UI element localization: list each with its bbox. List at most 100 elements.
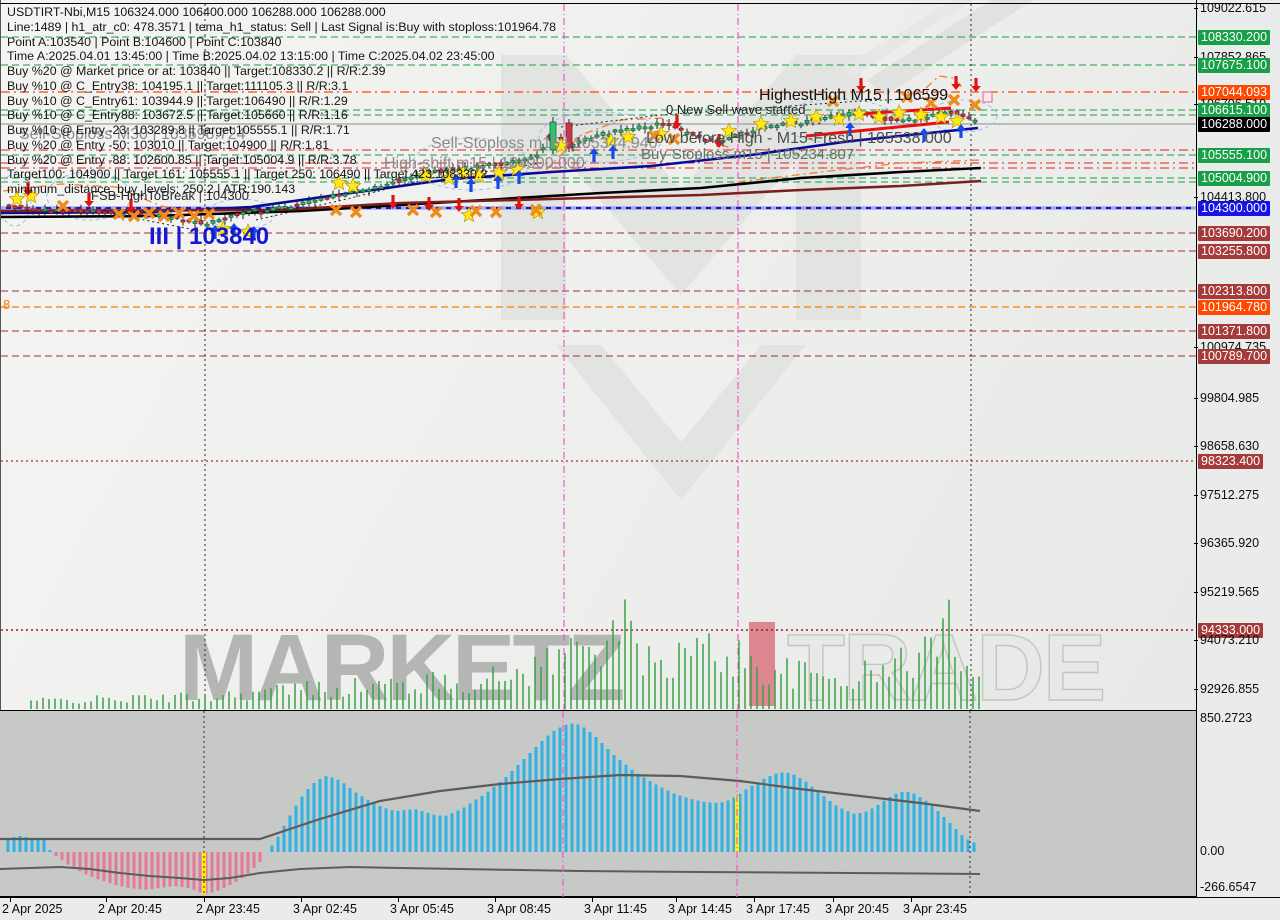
time-axis-tickmark xyxy=(592,898,593,902)
buy-arrow-icon xyxy=(919,128,929,142)
time-axis-label: 2 Apr 2025 xyxy=(2,902,63,916)
star-signal-icon xyxy=(720,122,738,139)
time-axis-label: 3 Apr 17:45 xyxy=(746,902,810,916)
time-axis-label: 3 Apr 05:45 xyxy=(390,902,454,916)
price-axis-level-label: 108330.200 xyxy=(1198,30,1271,45)
oscillator-panel[interactable]: Elliot oscillator ( 5,34 ) 15.3971 247.3… xyxy=(0,710,1196,897)
buy-arrow-icon xyxy=(589,148,599,162)
price-axis-tick: 99804.985 xyxy=(1193,391,1260,405)
price-axis-level-label: 105555.100 xyxy=(1198,148,1271,163)
time-axis-tickmark xyxy=(10,898,11,902)
time-axis-tickmark xyxy=(754,898,755,902)
vertical-lines xyxy=(204,4,972,710)
oscillator-axis-tick: 0.00 xyxy=(1200,844,1225,858)
star-signal-icon xyxy=(330,174,348,191)
star-signal-icon xyxy=(344,177,362,194)
oscillator-canvas[interactable] xyxy=(0,710,1196,898)
buy-arrow-icon xyxy=(956,124,966,138)
buy-arrow-icon xyxy=(608,145,618,159)
oscillator-bars xyxy=(6,723,976,894)
time-axis-tickmark xyxy=(676,898,677,902)
volume-bars xyxy=(30,599,980,709)
buy-arrow-icon xyxy=(466,178,476,192)
price-axis-tick: 104413.800 xyxy=(1193,190,1267,204)
sell-arrow-icon xyxy=(454,198,464,212)
red-trendline xyxy=(805,120,950,138)
time-axis-label: 3 Apr 02:45 xyxy=(293,902,357,916)
time-axis-label: 2 Apr 23:45 xyxy=(196,902,260,916)
watermark-red-bar xyxy=(749,622,775,706)
sell-arrow-icon xyxy=(951,76,961,90)
buy-arrow-icon xyxy=(514,170,524,184)
buy-arrow-icon xyxy=(210,225,220,239)
main-chart-area[interactable]: MARKETZ TRADE USDTIRT-Nbi,M15 106324.000 … xyxy=(0,0,1197,710)
sell-arrow-icon xyxy=(126,199,136,213)
star-signal-icon xyxy=(850,105,868,122)
time-axis-label: 3 Apr 23:45 xyxy=(903,902,967,916)
main-chart-canvas[interactable]: MARKETZ TRADE xyxy=(1,0,1197,710)
sell-arrow-icon xyxy=(856,78,866,92)
star-signal-icon xyxy=(619,128,637,145)
price-axis-level-label: 104300.000 xyxy=(1198,201,1271,216)
signal-markers xyxy=(8,76,993,240)
time-axis-label: 2 Apr 20:45 xyxy=(98,902,162,916)
star-signal-icon xyxy=(932,108,950,125)
time-axis-tickmark xyxy=(495,898,496,902)
time-axis[interactable]: 2 Apr 2025 2 Apr 20:45 2 Apr 23:45 3 Apr 02… xyxy=(0,897,1280,920)
buy-arrow-icon xyxy=(229,223,239,237)
time-axis-tickmark xyxy=(833,898,834,902)
buy-arrow-icon xyxy=(845,122,855,136)
buy-arrow-icon xyxy=(249,226,259,240)
star-signal-icon xyxy=(8,190,26,207)
ma-black xyxy=(1,166,982,219)
sell-arrow-icon xyxy=(672,115,682,129)
window-top-border xyxy=(0,3,1280,4)
time-axis-label: 3 Apr 11:45 xyxy=(584,902,648,916)
sell-arrow-icon xyxy=(424,197,434,211)
sell-arrow-icon xyxy=(971,78,981,92)
price-axis-level-label: 103255.800 xyxy=(1198,244,1271,259)
price-axis-level-label: 107044.093 xyxy=(1198,85,1271,100)
watermark-text-marketz: MARKETZ xyxy=(179,615,623,710)
price-axis-tick: 98658.630 xyxy=(1193,439,1260,453)
star-signal-icon xyxy=(22,187,40,204)
star-signal-icon xyxy=(890,104,908,121)
buy-arrow-icon xyxy=(451,174,461,188)
time-axis-tickmark xyxy=(911,898,912,902)
star-signal-icon xyxy=(552,137,570,154)
oscillator-axis-tick: 850.2723 xyxy=(1200,711,1253,725)
price-axis-level-label: 106288.000 xyxy=(1198,117,1271,132)
price-axis-level-label: 100789.700 xyxy=(1198,349,1271,364)
watermark-logo: MARKETZ TRADE xyxy=(179,0,1107,710)
sell-arrow-icon xyxy=(388,195,398,209)
oscillator-base-line xyxy=(0,865,981,882)
price-axis-tick: 97512.275 xyxy=(1193,488,1260,502)
time-axis-tickmark xyxy=(106,898,107,902)
star-signal-icon xyxy=(214,220,232,237)
price-axis-level-label: 101371.800 xyxy=(1198,324,1271,339)
star-signal-icon xyxy=(752,115,770,132)
price-axis-level-label: 103690.200 xyxy=(1198,226,1271,241)
star-signal-icon xyxy=(830,110,848,127)
price-axis-tick: 96365.920 xyxy=(1193,536,1260,550)
star-signal-icon xyxy=(602,132,620,149)
price-axis-level-label: 102313.800 xyxy=(1198,284,1271,299)
price-axis-level-label: 105004.900 xyxy=(1198,171,1271,186)
buy-arrow-icon xyxy=(493,175,503,189)
sell-arrow-icon xyxy=(714,134,724,148)
price-axis-tick: 95219.565 xyxy=(1193,585,1260,599)
price-axis-level-label: 98323.400 xyxy=(1198,454,1264,469)
price-axis-level-label: 94333.000 xyxy=(1198,623,1264,638)
star-signal-icon xyxy=(454,164,472,181)
time-axis-label: 3 Apr 20:45 xyxy=(825,902,889,916)
time-axis-label: 3 Apr 08:45 xyxy=(487,902,551,916)
time-axis-tickmark xyxy=(204,898,205,902)
price-flag-icon xyxy=(982,91,993,103)
star-signal-icon xyxy=(948,112,966,129)
sell-arrow-icon xyxy=(514,196,524,210)
price-level-lines xyxy=(1,36,1197,631)
price-axis[interactable]: 109022.615 108330.200 107852.865 107675.100… xyxy=(1193,0,1280,897)
star-signal-icon xyxy=(440,169,458,186)
star-signal-icon xyxy=(470,167,488,184)
star-signal-icon xyxy=(870,108,888,125)
